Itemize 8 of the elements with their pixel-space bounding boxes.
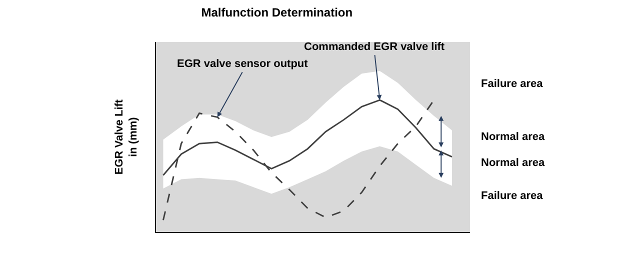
text: EGR valve sensor output bbox=[177, 58, 308, 70]
text: Failure area bbox=[481, 190, 544, 202]
text: Commanded EGR valve lift bbox=[304, 41, 445, 53]
text: Normal area bbox=[481, 131, 546, 143]
chart-title: Malfunction Determination bbox=[201, 6, 353, 20]
text: Failure area bbox=[481, 78, 544, 90]
text: Normal area bbox=[481, 157, 546, 169]
y-axis-title: EGR Valve Lift in (mm) bbox=[113, 99, 140, 175]
